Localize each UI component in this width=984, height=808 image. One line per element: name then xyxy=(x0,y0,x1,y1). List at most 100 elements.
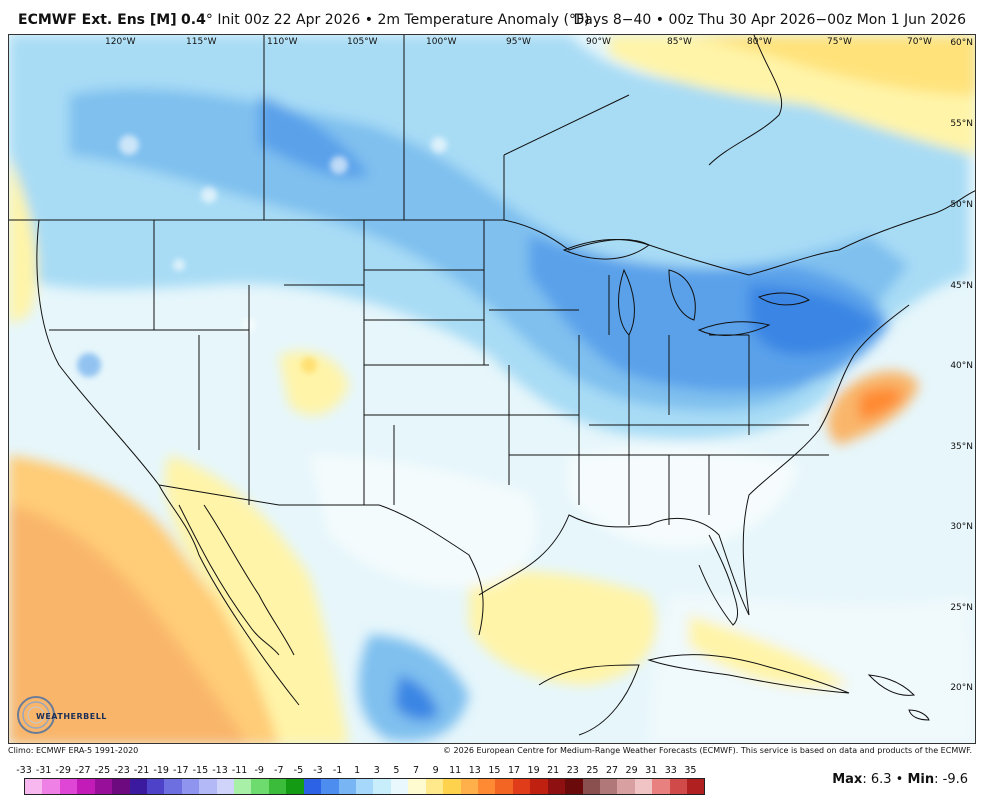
scale-tick-label: 31 xyxy=(645,765,658,776)
scale-swatch xyxy=(512,779,531,794)
scale-swatch xyxy=(408,779,426,794)
weatherbell-logo: WEATHERBELL xyxy=(14,692,106,738)
scale-swatch xyxy=(477,779,496,794)
scale-swatch xyxy=(25,779,43,794)
west-coast xyxy=(36,219,300,706)
init-time: Init 00z 22 Apr 2026 xyxy=(217,12,361,28)
scale-swatch xyxy=(652,779,670,794)
scale-swatch xyxy=(565,779,583,794)
scale-tick-label: -19 xyxy=(153,765,169,776)
title-separator: • xyxy=(364,12,374,28)
latitude-labels: 60°N 55°N 50°N 45°N 40°N 35°N 30°N 25°N … xyxy=(950,38,973,693)
scale-swatch xyxy=(599,779,618,794)
scale-swatch xyxy=(181,779,200,794)
scale-swatch xyxy=(390,779,409,794)
lake-ontario xyxy=(757,292,810,306)
map-panel: 120°W 115°W 110°W 105°W 100°W 95°W 90°W … xyxy=(8,34,976,744)
scale-swatch xyxy=(77,779,95,794)
scale-tick-label: -7 xyxy=(274,765,284,776)
lat-label-35n: 35°N xyxy=(950,442,973,452)
anomaly-speckle xyxy=(77,135,447,377)
scale-tick-label: 13 xyxy=(468,765,481,776)
lon-label-95w: 95°W xyxy=(506,37,531,47)
lon-label-105w: 105°W xyxy=(347,37,378,47)
scale-tick-label: -9 xyxy=(254,765,264,776)
gulf-coast xyxy=(478,514,750,616)
scale-swatch xyxy=(303,779,322,794)
hudson-bay-coast xyxy=(708,35,783,166)
scale-swatch xyxy=(356,779,374,794)
scale-tick-label: 21 xyxy=(547,765,560,776)
scale-tick-label: 15 xyxy=(488,765,501,776)
scale-tick-label: -23 xyxy=(114,765,130,776)
lake-huron xyxy=(668,269,696,321)
lake-superior xyxy=(562,239,651,260)
scale-tick-label: 23 xyxy=(566,765,579,776)
scale-tick-label: 35 xyxy=(684,765,697,776)
scale-swatch xyxy=(460,779,478,794)
scale-swatch xyxy=(530,779,548,794)
scale-swatch xyxy=(443,779,461,794)
gulf-of-california xyxy=(203,504,295,656)
longitude-labels: 120°W 115°W 110°W 105°W 100°W 95°W 90°W … xyxy=(105,37,932,47)
scale-swatch xyxy=(234,779,252,794)
logo-globe-icon xyxy=(17,696,55,734)
lon-label-75w: 75°W xyxy=(827,37,852,47)
lon-label-70w: 70°W xyxy=(907,37,932,47)
scale-tick-label: 29 xyxy=(625,765,638,776)
max-value: : 6.3 xyxy=(862,772,892,787)
lat-label-55n: 55°N xyxy=(950,119,973,129)
scale-tick-label: -3 xyxy=(313,765,323,776)
scale-swatch xyxy=(338,779,357,794)
lat-label-60n: 60°N xyxy=(950,38,973,48)
lat-label-25n: 25°N xyxy=(950,603,973,613)
min-label: Min xyxy=(907,772,935,787)
puerto-rico xyxy=(908,709,930,721)
valid-period: Days 8−40 • 00z Thu 30 Apr 2026−00z Mon … xyxy=(573,12,966,28)
scale-labels: -33 -31 -29 -27 -25 -23 -21 -19 -17 -15 -13 -11 -9 -7… xyxy=(14,765,714,777)
scale-tick-label: -31 xyxy=(35,765,52,776)
baja-california xyxy=(178,504,280,656)
variable-name: 2m Temperature Anomaly (°F) xyxy=(377,12,590,28)
canada-us-border xyxy=(9,190,975,276)
yucatan xyxy=(538,664,640,736)
scale-tick-label: -13 xyxy=(212,765,228,776)
scale-tick-label: -29 xyxy=(55,765,71,776)
cuba xyxy=(647,654,850,694)
scale-tick-label: -17 xyxy=(173,765,189,776)
max-label: Max xyxy=(832,772,863,787)
resolution: 0.4 xyxy=(181,12,206,28)
scale-swatch xyxy=(42,779,60,794)
scale-tick-label: 7 xyxy=(412,765,420,776)
us-mexico-border xyxy=(158,484,484,636)
scale-swatch xyxy=(425,779,444,794)
stats-separator: • xyxy=(895,772,904,787)
lat-label-30n: 30°N xyxy=(950,522,973,532)
lon-label-90w: 90°W xyxy=(586,37,611,47)
max-min-stats: Max: 6.3 • Min: -9.6 xyxy=(832,772,968,787)
scale-swatch xyxy=(129,779,147,794)
min-value: : -9.6 xyxy=(934,772,968,787)
anomaly-map: 120°W 115°W 110°W 105°W 100°W 95°W 90°W … xyxy=(9,35,975,743)
copyright-note: © 2026 European Centre for Medium-Range … xyxy=(443,746,972,755)
scale-swatch xyxy=(59,779,78,794)
lon-label-80w: 80°W xyxy=(747,37,772,47)
scale-swatch xyxy=(495,779,513,794)
hispaniola xyxy=(867,674,916,696)
florida xyxy=(698,534,739,626)
scale-swatch xyxy=(268,779,287,794)
scale-tick-label: 9 xyxy=(432,765,439,776)
scale-tick-label: 19 xyxy=(527,765,540,776)
scale-swatch xyxy=(286,779,304,794)
lat-label-20n: 20°N xyxy=(950,683,973,693)
scale-swatch xyxy=(373,779,391,794)
scale-swatch xyxy=(582,779,600,794)
scale-tick-label: 3 xyxy=(373,765,380,776)
lake-erie xyxy=(697,321,771,336)
lat-label-50n: 50°N xyxy=(950,200,973,210)
east-coast xyxy=(742,304,910,616)
scale-tick-label: 1 xyxy=(354,765,361,776)
scale-swatch xyxy=(634,779,653,794)
boundaries xyxy=(9,35,975,736)
scale-tick-label: -33 xyxy=(16,765,32,776)
